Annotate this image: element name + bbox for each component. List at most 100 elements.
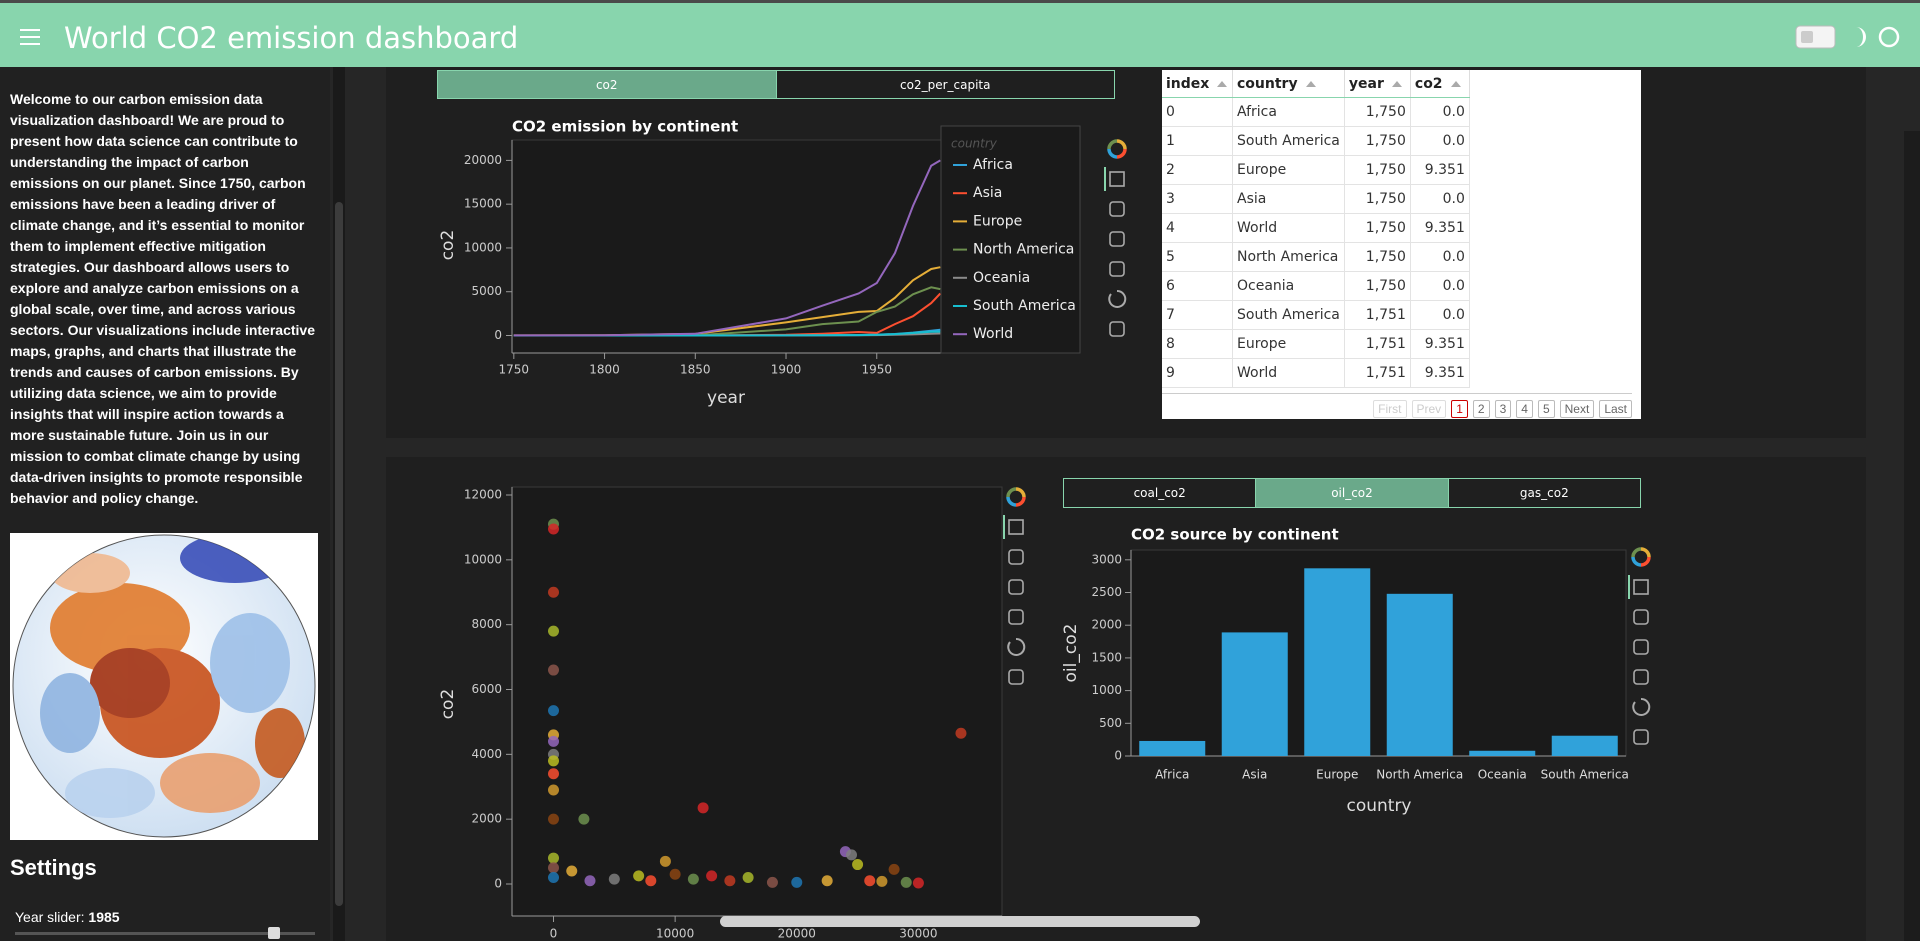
x-tick-label: Oceania <box>1478 768 1527 782</box>
table-cell: Europe <box>1232 329 1345 359</box>
table-cell: Oceania <box>1232 271 1345 301</box>
toolbar-logo <box>1631 547 1651 567</box>
table-row: 6 Oceania 1,750 0.0 <box>1162 271 1470 301</box>
table-cell: 1,751 <box>1344 329 1411 359</box>
y-tick-label: 1500 <box>1091 650 1122 664</box>
pager-button[interactable]: First <box>1373 400 1407 418</box>
scatter-point <box>548 784 560 796</box>
scatter-point <box>669 868 681 880</box>
pager-page[interactable]: 2 <box>1472 400 1490 418</box>
scatter-point <box>864 875 876 887</box>
toolbar-icon <box>1109 231 1125 247</box>
y-tick-label: 10000 <box>464 240 502 254</box>
horizontal-scrollbar[interactable] <box>720 916 1200 927</box>
table-cell: 6 <box>1162 271 1233 301</box>
scatter-point <box>697 802 709 814</box>
table-cell: 9.351 <box>1410 329 1470 359</box>
scatter-point <box>548 705 560 717</box>
slider-track[interactable] <box>15 932 315 935</box>
legend-label: Africa <box>973 157 1013 173</box>
table-cell: 3 <box>1162 184 1233 214</box>
sidebar-scroll-thumb[interactable] <box>335 202 343 906</box>
table-cell: 0.0 <box>1410 271 1470 301</box>
y-axis-label: co2 <box>438 689 458 720</box>
tabs-bottom: coal_co2 oil_co2 gas_co2 <box>1063 478 1641 508</box>
x-tick-label: South America <box>1541 768 1629 782</box>
intro-text: Welcome to our carbon emission data visu… <box>10 91 315 506</box>
scatter-point <box>584 875 596 887</box>
scatter-point <box>742 872 754 884</box>
pager-page[interactable]: 3 <box>1494 400 1512 418</box>
scatter-point <box>791 876 803 888</box>
table-row: 5 North America 1,750 0.0 <box>1162 242 1470 272</box>
legend-label: North America <box>973 242 1074 258</box>
y-tick-label: 500 <box>1099 716 1122 730</box>
x-tick-label: 1850 <box>680 363 711 377</box>
header-controls[interactable] <box>1790 23 1915 53</box>
table-row: 8 Europe 1,751 9.351 <box>1162 329 1470 359</box>
pagination: First Prev 1 2 3 4 5 Next Last <box>1162 393 1632 420</box>
table-row: 9 World 1,751 9.351 <box>1162 358 1470 388</box>
scatter-point <box>608 873 620 885</box>
table-cell: Asia <box>1232 184 1345 214</box>
table-cell: 1,751 <box>1344 300 1411 330</box>
toolbar-logo <box>1006 487 1026 507</box>
toolbar-icon <box>1632 697 1651 716</box>
scatter-point <box>900 876 912 888</box>
header: World CO2 emission dashboard <box>0 0 1920 67</box>
toolbar-logo <box>1107 139 1127 159</box>
pager-page[interactable]: 1 <box>1451 400 1468 418</box>
page-scrollbar <box>1904 131 1920 941</box>
pager-page[interactable]: 5 <box>1537 400 1555 418</box>
tab[interactable]: co2 <box>438 71 776 98</box>
x-tick-label: Asia <box>1242 768 1267 782</box>
column-header[interactable]: index <box>1162 70 1233 98</box>
column-header[interactable]: co2 <box>1410 70 1470 98</box>
column-header[interactable]: country <box>1232 70 1345 98</box>
line-series <box>513 330 941 337</box>
sort-icon <box>1305 80 1316 87</box>
table-cell: 1,750 <box>1344 155 1411 185</box>
scatter-point <box>548 852 560 864</box>
legend-label: South America <box>973 298 1076 314</box>
bar <box>1221 632 1288 756</box>
scatter-point <box>912 877 924 889</box>
x-tick-label: Europe <box>1316 768 1358 782</box>
pager-page[interactable]: 4 <box>1516 400 1533 418</box>
tab[interactable]: gas_co2 <box>1447 479 1640 507</box>
pager-button[interactable]: Prev <box>1411 400 1447 418</box>
x-tick-label: 0 <box>550 927 558 941</box>
tab[interactable]: oil_co2 <box>1255 479 1448 507</box>
table-cell: 1,750 <box>1344 242 1411 272</box>
pager-button[interactable]: Next <box>1559 400 1595 418</box>
slider-handle[interactable] <box>268 927 280 939</box>
toolbar-logo <box>1631 547 1651 567</box>
scatter-point <box>876 875 888 887</box>
toolbar-icon <box>1008 549 1024 565</box>
y-tick-label: 0 <box>494 877 502 891</box>
legend-title: country <box>951 137 998 151</box>
toolbar[interactable] <box>1104 139 1127 337</box>
scatter-point <box>548 755 560 767</box>
data-table: index country year co2 0 Africa 1,750 0.0 1 South… <box>1162 70 1641 419</box>
table: index country year co2 0 Africa 1,750 0.0 1 South… <box>1162 70 1470 388</box>
pager-button[interactable]: Last <box>1599 400 1632 418</box>
toolbar[interactable] <box>1003 487 1026 685</box>
tab[interactable]: coal_co2 <box>1133 486 1186 500</box>
column-header[interactable]: year <box>1344 70 1411 98</box>
toolbar-icon <box>1007 637 1026 656</box>
tab[interactable]: co2_per_capita <box>775 71 1115 98</box>
table-cell: 1,750 <box>1344 126 1411 156</box>
chart-title: CO2 source by continent <box>1131 526 1339 544</box>
legend-label: Europe <box>973 213 1022 229</box>
toolbar[interactable] <box>1628 547 1651 745</box>
menu-icon[interactable] <box>18 27 42 47</box>
toolbar-icon <box>1109 201 1125 217</box>
table-cell: 0.0 <box>1410 126 1470 156</box>
sidebar: Welcome to our carbon emission data visu… <box>0 67 330 941</box>
x-tick-label: 30000 <box>899 927 937 941</box>
table-cell: 1,750 <box>1344 184 1411 214</box>
toolbar-icon <box>1633 639 1649 655</box>
y-tick-label: 2000 <box>471 812 502 826</box>
scatter-point <box>659 855 671 867</box>
